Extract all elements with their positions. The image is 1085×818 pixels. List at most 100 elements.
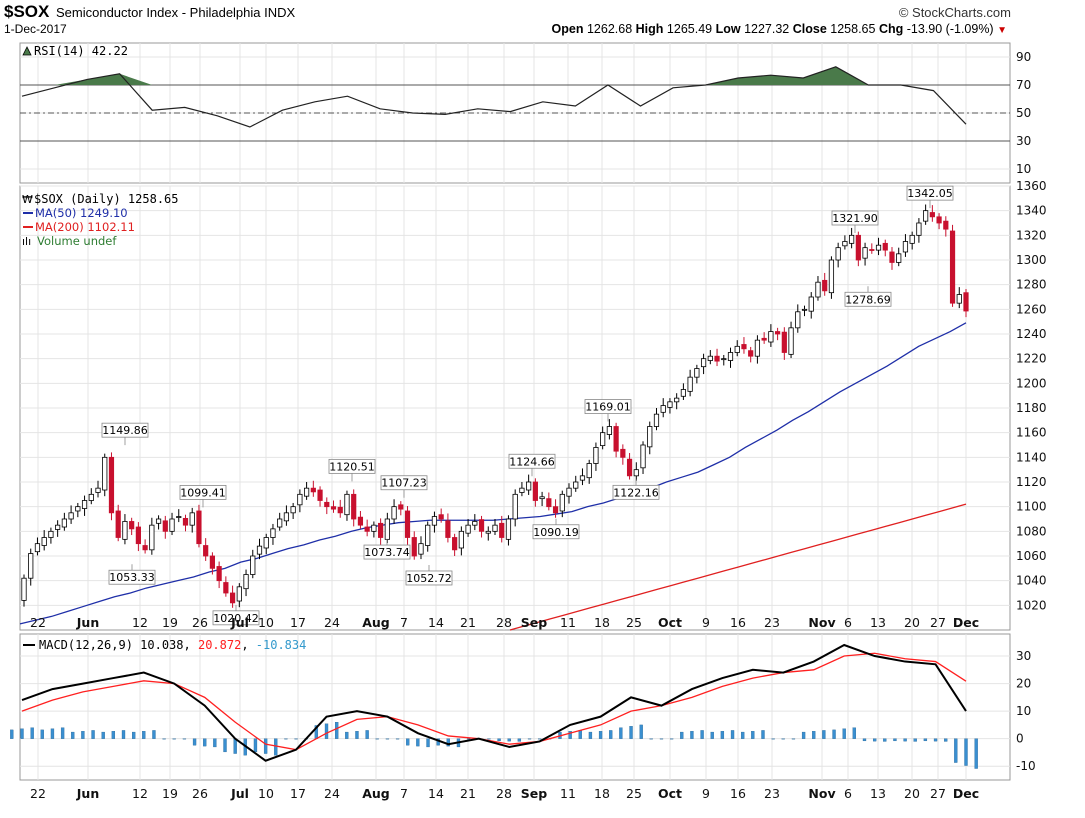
x-tick-label: 22: [30, 615, 46, 630]
candle-body: [398, 504, 404, 510]
candle-body: [229, 592, 236, 604]
candle-body: [263, 537, 269, 549]
macd-signal-line: [21, 652, 967, 751]
candle-body: [452, 537, 458, 551]
x-tick-label: 24: [324, 615, 340, 630]
candle-body: [492, 524, 498, 532]
macd-histogram-bar: [629, 726, 633, 739]
candle-body: [936, 216, 942, 224]
candle-body: [324, 501, 330, 508]
x-tick-label: Oct: [658, 786, 682, 801]
macd-histogram-bar: [71, 731, 75, 739]
price-tick-label: 1200: [1016, 376, 1047, 390]
macd-histogram-bar: [517, 738, 522, 742]
annotation-label: 1342.05: [907, 187, 953, 200]
candle-body: [189, 512, 195, 526]
candle-body: [445, 520, 451, 538]
macd-histogram-bar: [812, 731, 816, 739]
x-tick-label: Aug: [362, 615, 390, 630]
x-tick-label: 24: [324, 786, 340, 801]
macd-histogram-bar: [832, 729, 836, 739]
macd-histogram-bar: [10, 729, 14, 739]
candle-body: [707, 355, 713, 361]
price-tick-label: 1180: [1016, 401, 1047, 415]
rsi-series: [20, 66, 1010, 142]
price-tick-label: 1220: [1016, 352, 1047, 366]
x-tick-label: 19: [162, 786, 178, 801]
annotation-box: [532, 524, 580, 540]
macd-histogram-bar: [527, 738, 532, 740]
annotation-box: [405, 570, 453, 586]
x-tick-label: 9: [702, 615, 710, 630]
x-tick-label: 11: [560, 615, 576, 630]
x-tick-label: 6: [844, 615, 852, 630]
candle-body: [61, 518, 67, 528]
candle-body: [135, 526, 141, 545]
macd-histogram-bar: [152, 730, 156, 739]
price-tick-label: 1240: [1016, 327, 1047, 341]
macd-histogram-bar: [284, 738, 288, 740]
annotation-box: [831, 210, 879, 226]
x-tick-label: Jul: [230, 786, 249, 801]
candle-body: [902, 241, 909, 253]
x-tick-label: 28: [496, 615, 512, 630]
annotation-label: 1149.86: [102, 424, 148, 437]
price-tick-label: 1020: [1016, 598, 1047, 612]
rsi-overbought-fill: [22, 66, 966, 85]
macd-histogram-bar: [933, 738, 938, 742]
macd-histogram-bar: [761, 730, 765, 739]
macd-histogram-bar: [659, 738, 664, 740]
x-tick-label: 21: [460, 615, 476, 630]
macd-histogram-bar: [974, 738, 978, 769]
candle-body: [721, 358, 727, 361]
candle-body: [882, 242, 888, 251]
candle-body: [458, 530, 464, 549]
candle-body: [176, 516, 182, 518]
x-tick-label: 17: [290, 615, 306, 630]
candle-body: [532, 481, 538, 501]
x-tick-label: Sep: [521, 786, 547, 801]
candle-body: [815, 281, 821, 298]
macd-histogram-bar: [223, 738, 227, 753]
macd-histogram-bar: [669, 738, 674, 740]
candle-body: [55, 524, 61, 530]
brand-watermark: © StockCharts.com: [898, 5, 1011, 20]
candle-body: [371, 524, 377, 532]
candle-body: [546, 498, 552, 508]
candle-body: [600, 432, 606, 447]
candle-body: [169, 518, 175, 532]
annotation-label: 1107.23: [381, 477, 427, 490]
macd-histogram-bar: [619, 727, 623, 739]
candle-body: [849, 234, 855, 244]
macd-histogram-bar: [345, 731, 349, 739]
index-symbol: $SOX: [4, 2, 50, 21]
x-tick-label: 20: [904, 786, 920, 801]
candle-body: [700, 358, 707, 368]
price-tick-label: 1120: [1016, 475, 1047, 489]
macd-histogram-bar: [50, 728, 55, 739]
macd-legend-hist: -10.834: [256, 638, 307, 652]
annotation-label: 1090.19: [533, 526, 579, 539]
chg-label: Chg: [878, 22, 904, 36]
candle-body: [129, 521, 135, 530]
x-tick-label: 7: [400, 615, 408, 630]
candle-body: [956, 294, 962, 304]
candle-body: [216, 566, 222, 582]
x-tick-label: 16: [730, 615, 746, 630]
candle-body: [781, 331, 787, 353]
x-tick-label: 13: [870, 615, 886, 630]
annotation-label: 1073.74: [364, 546, 410, 559]
x-tick-label: 18: [594, 786, 610, 801]
macd-histogram-bar: [710, 731, 714, 739]
candle-body: [842, 241, 848, 247]
macd-histogram-bar: [730, 730, 735, 739]
candle-body: [465, 524, 471, 534]
macd-histogram-bar: [751, 731, 755, 739]
x-tick-label: 12: [132, 786, 148, 801]
annotation-label: 1020.42: [213, 612, 259, 625]
price-tick-label: 1100: [1016, 500, 1047, 514]
macd-histogram-bar: [690, 731, 694, 739]
rsi-tick-label: 70: [1016, 78, 1031, 92]
x-tick-label: 18: [594, 615, 610, 630]
candle-body: [559, 493, 565, 512]
